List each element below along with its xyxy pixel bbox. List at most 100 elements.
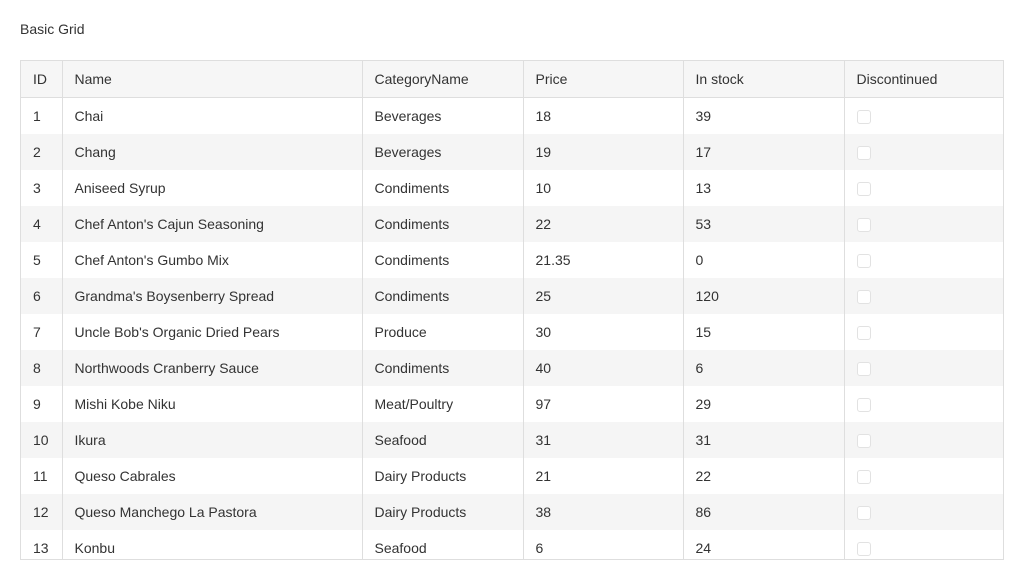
cell-id: 12	[21, 494, 63, 530]
cell-price: 19	[523, 134, 684, 170]
grid-header: ID Name CategoryName Price In stock Disc…	[21, 61, 1003, 98]
cell-id: 13	[21, 530, 63, 559]
discontinued-checkbox[interactable]	[856, 434, 871, 449]
discontinued-checkbox[interactable]	[856, 362, 871, 377]
table-row[interactable]: 12 Queso Manchego La Pastora Dairy Product…	[21, 494, 1003, 530]
column-header-discontinued[interactable]: Discontinued	[844, 61, 1003, 98]
cell-category: Condiments	[362, 278, 524, 314]
cell-price: 40	[523, 350, 684, 386]
discontinued-checkbox[interactable]	[856, 290, 871, 305]
table-row[interactable]: 8 Northwoods Cranberry Sauce Condiments 40 6	[21, 350, 1003, 386]
cell-price: 18	[523, 97, 684, 134]
cell-name: Northwoods Cranberry Sauce	[62, 350, 363, 386]
cell-price: 6	[523, 530, 684, 559]
discontinued-checkbox[interactable]	[856, 542, 871, 557]
discontinued-checkbox[interactable]	[856, 110, 871, 125]
table-row[interactable]: 9 Mishi Kobe Niku Meat/Poultry 97 29	[21, 386, 1003, 422]
cell-discontinued	[844, 386, 1003, 422]
discontinued-checkbox[interactable]	[856, 470, 871, 485]
cell-price: 31	[523, 422, 684, 458]
cell-id: 6	[21, 278, 63, 314]
cell-id: 4	[21, 206, 63, 242]
cell-category: Condiments	[362, 206, 524, 242]
cell-category: Seafood	[362, 530, 524, 559]
table-row[interactable]: 7 Uncle Bob's Organic Dried Pears Produce 3…	[21, 314, 1003, 350]
discontinued-checkbox[interactable]	[856, 326, 871, 341]
cell-id: 1	[21, 97, 63, 134]
cell-discontinued	[844, 530, 1003, 559]
cell-in-stock: 53	[683, 206, 845, 242]
cell-price: 10	[523, 170, 684, 206]
page-title: Basic Grid	[20, 21, 85, 37]
cell-price: 25	[523, 278, 684, 314]
table-row[interactable]: 10 Ikura Seafood 31 31	[21, 422, 1003, 458]
column-header-price[interactable]: Price	[523, 61, 684, 98]
cell-name: Chef Anton's Gumbo Mix	[62, 242, 363, 278]
cell-name: Chang	[62, 134, 363, 170]
cell-in-stock: 31	[683, 422, 845, 458]
cell-id: 5	[21, 242, 63, 278]
table-row[interactable]: 3 Aniseed Syrup Condiments 10 13	[21, 170, 1003, 206]
cell-in-stock: 6	[683, 350, 845, 386]
cell-category: Condiments	[362, 350, 524, 386]
table-row[interactable]: 2 Chang Beverages 19 17	[21, 134, 1003, 170]
cell-name: Mishi Kobe Niku	[62, 386, 363, 422]
discontinued-checkbox[interactable]	[856, 398, 871, 413]
cell-id: 10	[21, 422, 63, 458]
discontinued-checkbox[interactable]	[856, 218, 871, 233]
cell-category: Beverages	[362, 134, 524, 170]
cell-discontinued	[844, 242, 1003, 278]
discontinued-checkbox[interactable]	[856, 182, 871, 197]
cell-in-stock: 17	[683, 134, 845, 170]
cell-price: 22	[523, 206, 684, 242]
cell-in-stock: 120	[683, 278, 845, 314]
column-header-id[interactable]: ID	[21, 61, 63, 98]
cell-discontinued	[844, 170, 1003, 206]
cell-name: Chef Anton's Cajun Seasoning	[62, 206, 363, 242]
cell-in-stock: 13	[683, 170, 845, 206]
cell-price: 21	[523, 458, 684, 494]
table-row[interactable]: 13 Konbu Seafood 6 24	[21, 530, 1003, 559]
grid-header-row: ID Name CategoryName Price In stock Disc…	[21, 61, 1003, 98]
table-row[interactable]: 11 Queso Cabrales Dairy Products 21 22	[21, 458, 1003, 494]
discontinued-checkbox[interactable]	[856, 506, 871, 521]
cell-name: Grandma's Boysenberry Spread	[62, 278, 363, 314]
table-row[interactable]: 1 Chai Beverages 18 39	[21, 97, 1003, 135]
cell-discontinued	[844, 422, 1003, 458]
cell-price: 30	[523, 314, 684, 350]
discontinued-checkbox[interactable]	[856, 146, 871, 161]
cell-discontinued	[844, 458, 1003, 494]
cell-category: Beverages	[362, 97, 524, 134]
cell-in-stock: 15	[683, 314, 845, 350]
cell-name: Aniseed Syrup	[62, 170, 363, 206]
cell-in-stock: 29	[683, 386, 845, 422]
cell-discontinued	[844, 98, 1003, 135]
cell-discontinued	[844, 494, 1003, 530]
column-header-name[interactable]: Name	[62, 61, 363, 98]
column-header-category[interactable]: CategoryName	[362, 61, 524, 98]
cell-category: Dairy Products	[362, 458, 524, 494]
cell-category: Dairy Products	[362, 494, 524, 530]
cell-category: Meat/Poultry	[362, 386, 524, 422]
cell-name: Queso Cabrales	[62, 458, 363, 494]
table-row[interactable]: 6 Grandma's Boysenberry Spread Condiments 2…	[21, 278, 1003, 314]
cell-price: 38	[523, 494, 684, 530]
cell-id: 3	[21, 170, 63, 206]
cell-category: Condiments	[362, 242, 524, 278]
cell-name: Ikura	[62, 422, 363, 458]
cell-discontinued	[844, 134, 1003, 170]
cell-discontinued	[844, 350, 1003, 386]
cell-in-stock: 39	[683, 97, 845, 134]
discontinued-checkbox[interactable]	[856, 254, 871, 269]
cell-id: 11	[21, 458, 63, 494]
column-header-in-stock[interactable]: In stock	[683, 61, 845, 98]
cell-discontinued	[844, 206, 1003, 242]
cell-id: 8	[21, 350, 63, 386]
cell-name: Queso Manchego La Pastora	[62, 494, 363, 530]
cell-in-stock: 0	[683, 242, 845, 278]
cell-price: 21.35	[523, 242, 684, 278]
cell-name: Uncle Bob's Organic Dried Pears	[62, 314, 363, 350]
table-row[interactable]: 5 Chef Anton's Gumbo Mix Condiments 21.35 0	[21, 242, 1003, 278]
cell-name: Konbu	[62, 530, 363, 559]
table-row[interactable]: 4 Chef Anton's Cajun Seasoning Condiments 2…	[21, 206, 1003, 242]
